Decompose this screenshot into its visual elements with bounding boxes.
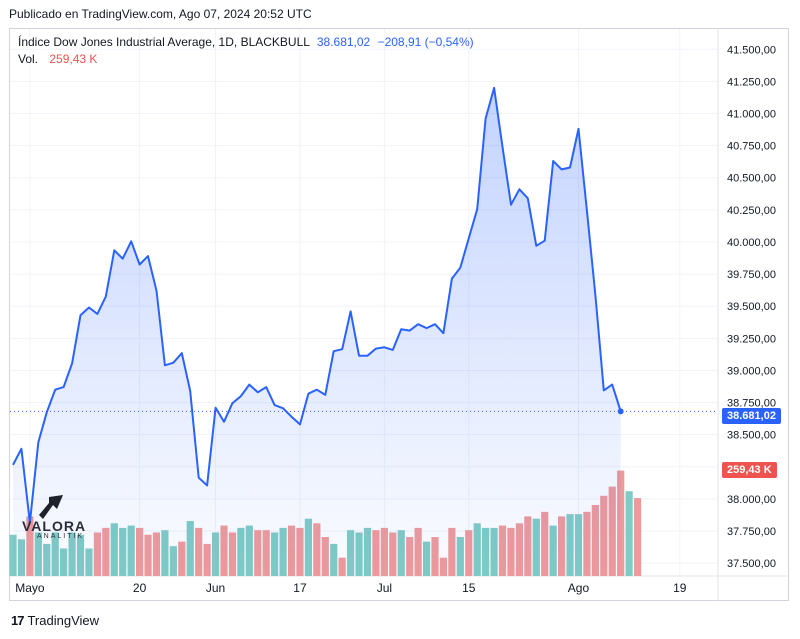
legend-symbol[interactable]: Índice Dow Jones Industrial Average, 1D,… [18, 35, 310, 49]
x-tick-label: 19 [673, 581, 687, 595]
price-chart[interactable]: 37.500,0037.750,0038.000,0038.250,0038.5… [9, 28, 789, 601]
legend-volume-label: Vol. [18, 52, 39, 66]
legend-symbol-row: Índice Dow Jones Industrial Average, 1D,… [18, 35, 474, 49]
chart-frame [9, 28, 789, 601]
y-tick-label: 40.250,00 [727, 205, 776, 217]
volume-bar [633, 498, 642, 576]
y-tick-label: 37.750,00 [727, 526, 776, 538]
legend-price: 38.681,02 [316, 35, 371, 49]
y-tick-label: 40.750,00 [727, 141, 776, 153]
y-tick-label: 39.500,00 [727, 301, 776, 313]
y-tick-label: 41.500,00 [727, 44, 776, 56]
legend-volume-value: 259,43 K [49, 52, 98, 66]
y-tick-label: 39.250,00 [727, 333, 776, 345]
x-tick-label: Mayo [15, 581, 45, 595]
x-tick-label: 17 [293, 581, 307, 595]
y-tick-label: 39.000,00 [727, 365, 776, 377]
valora-logo-icon [39, 495, 63, 519]
published-note: Publicado en TradingView.com, Ago 07, 20… [9, 7, 312, 21]
footer: 17 TradingView [11, 613, 99, 628]
y-tick-label: 41.000,00 [727, 109, 776, 121]
last-volume-badge: 259,43 K [722, 462, 777, 478]
footer-brand[interactable]: TradingView [27, 613, 100, 628]
x-tick-label: 15 [462, 581, 476, 595]
x-tick-label: Jun [206, 581, 225, 595]
y-tick-label: 38.750,00 [727, 398, 776, 410]
x-tick-label: Ago [568, 581, 590, 595]
x-tick-label: Jul [377, 581, 392, 595]
y-tick-label: 41.250,00 [727, 76, 776, 88]
last-price-point [617, 408, 624, 415]
y-tick-label: 40.500,00 [727, 173, 776, 185]
watermark-name: VALORA [22, 518, 87, 534]
tradingview-logo-icon[interactable]: 17 [11, 613, 25, 628]
y-tick-label: 38.000,00 [727, 494, 776, 506]
x-tick-label: 20 [133, 581, 147, 595]
y-tick-label: 40.000,00 [727, 237, 776, 249]
legend-change: −208,91 (−0,54%) [377, 35, 474, 49]
price-area-fill [13, 87, 621, 577]
price-line [12, 86, 622, 524]
y-tick-label: 37.500,00 [727, 558, 776, 570]
y-tick-label: 38.500,00 [727, 430, 776, 442]
volume-bar [625, 491, 633, 576]
legend-volume-row: Vol. 259,43 K [18, 52, 97, 66]
y-tick-label: 39.750,00 [727, 269, 776, 281]
watermark-sub: ANALITIK [37, 533, 85, 540]
last-price-badge: 38.681,02 [722, 408, 781, 424]
